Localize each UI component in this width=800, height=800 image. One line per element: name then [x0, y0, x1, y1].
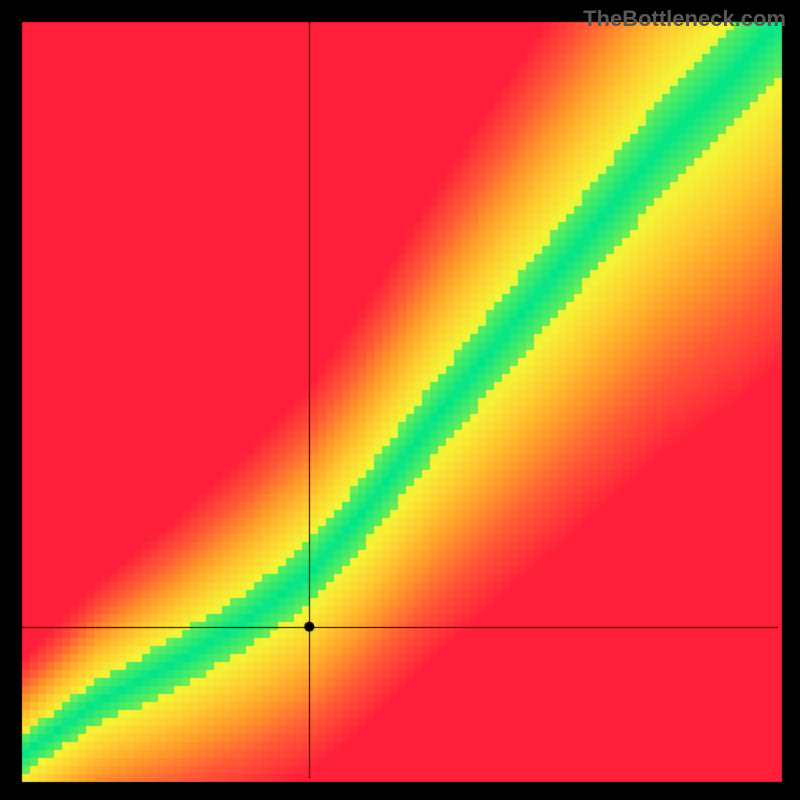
heatmap-canvas [0, 0, 800, 800]
chart-container: { "chart": { "type": "heatmap", "width":… [0, 0, 800, 800]
